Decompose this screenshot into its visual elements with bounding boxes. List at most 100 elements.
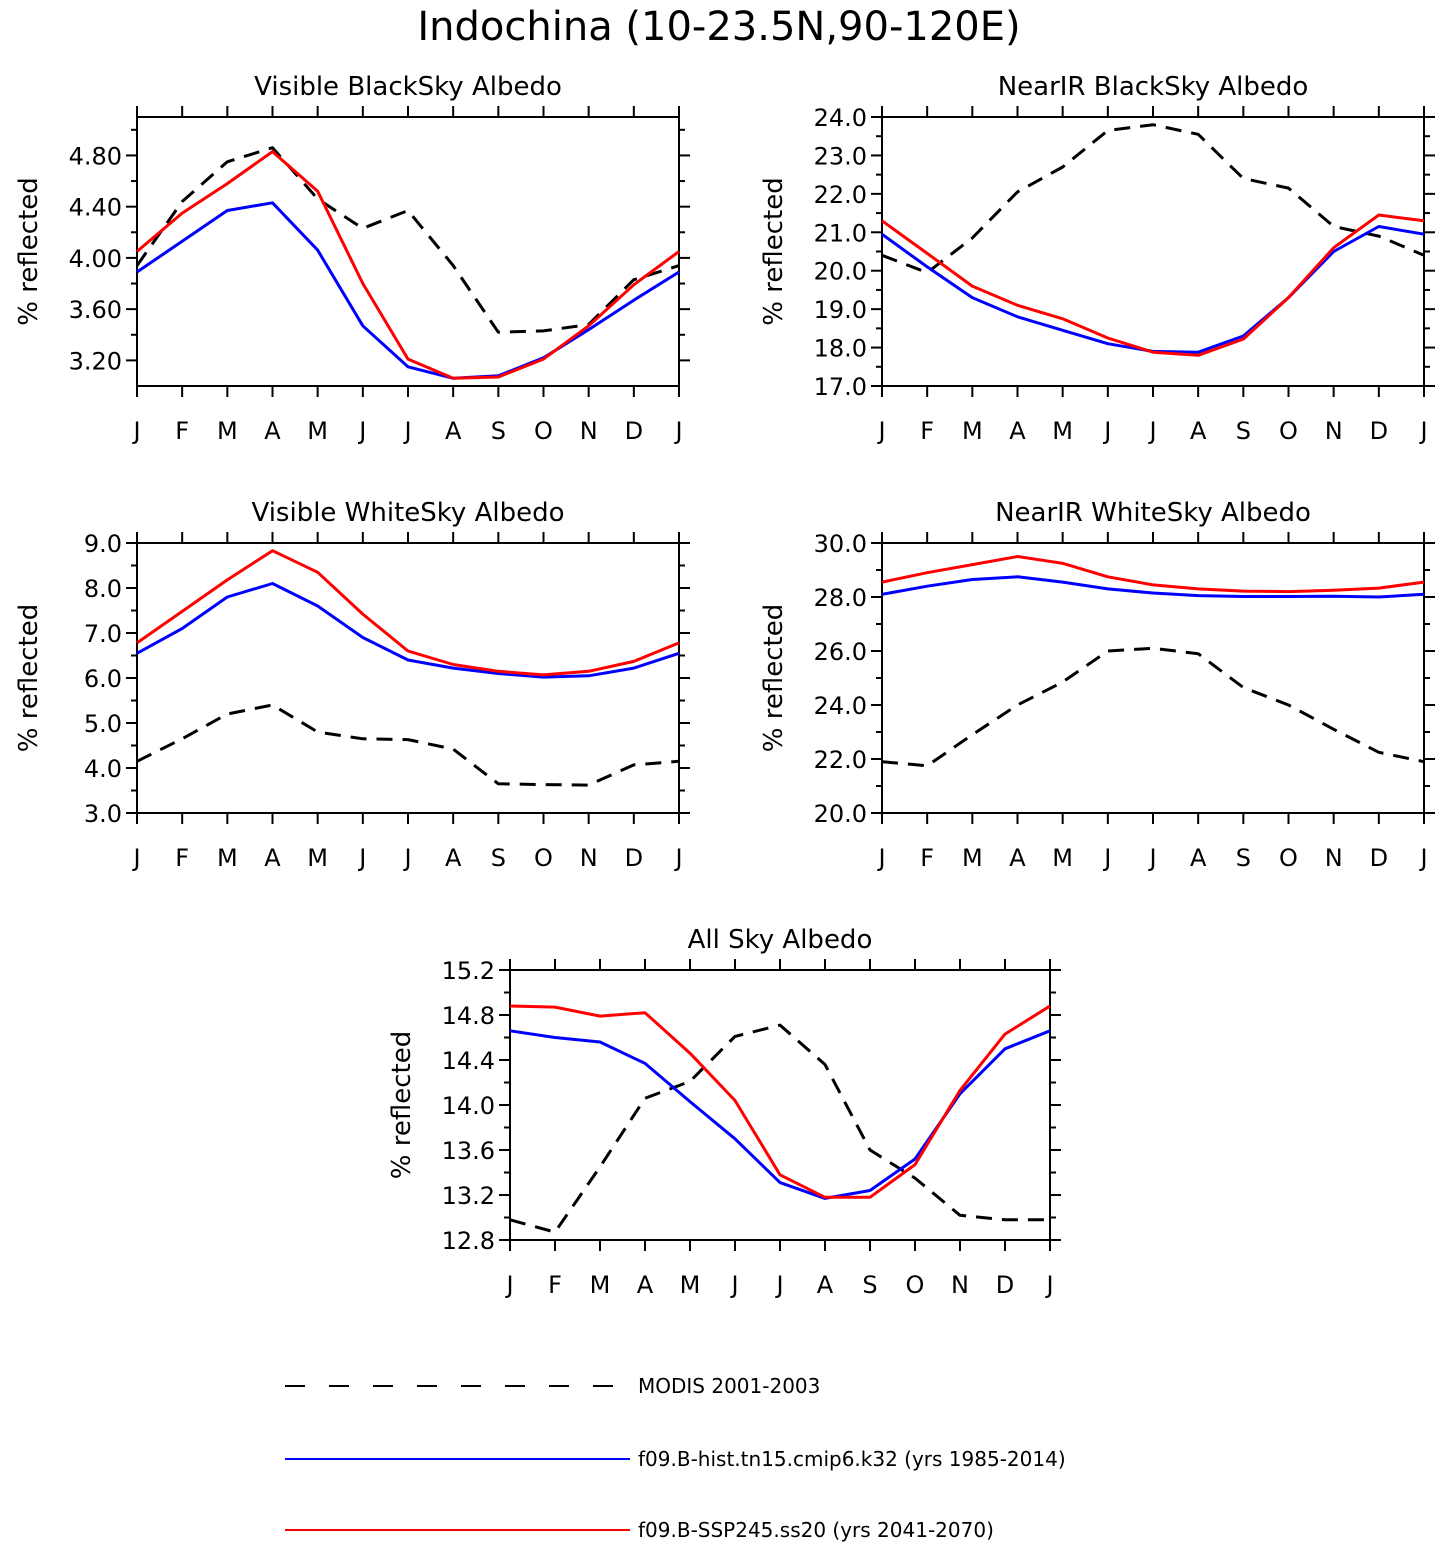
x-tick-label: J bbox=[1418, 417, 1427, 445]
y-tick-label: 13.2 bbox=[442, 1182, 495, 1210]
y-tick-label: 22.0 bbox=[814, 181, 867, 209]
x-tick-label: F bbox=[175, 417, 189, 445]
x-tick-label: F bbox=[175, 844, 189, 872]
y-tick-label: 15.2 bbox=[442, 957, 495, 985]
y-tick-label: 14.8 bbox=[442, 1002, 495, 1030]
x-tick-label: F bbox=[920, 844, 934, 872]
y-tick-label: 7.0 bbox=[84, 620, 122, 648]
x-tick-label: J bbox=[1044, 1271, 1053, 1299]
plot-frame bbox=[136, 116, 680, 387]
x-tick-label: A bbox=[445, 844, 462, 872]
x-tick-label: M bbox=[307, 417, 328, 445]
x-tick-label: S bbox=[491, 417, 506, 445]
x-tick-label: J bbox=[402, 844, 411, 872]
x-tick-label: D bbox=[996, 1271, 1014, 1299]
panel-all-sky-albedo: All Sky Albedo 12.8 13.2 13.6 14.0 14.4 14.8 15… bbox=[387, 925, 1061, 1299]
x-tick-label: J bbox=[1102, 417, 1111, 445]
x-tick-label: J bbox=[357, 417, 366, 445]
y-tick-label: 18.0 bbox=[814, 335, 867, 363]
x-tick-label: D bbox=[1370, 417, 1388, 445]
series-line-hist bbox=[136, 201, 680, 380]
series-line-ssp bbox=[881, 555, 1425, 594]
x-tick-label: N bbox=[580, 844, 598, 872]
x-tick-label: M bbox=[962, 417, 983, 445]
x-tick-label: F bbox=[548, 1271, 562, 1299]
x-tick-label: N bbox=[1325, 844, 1343, 872]
series-line-ssp bbox=[509, 1004, 1051, 1199]
panel-nearir-whitesky-albedo: NearIR WhiteSky Albedo 20.0 22.0 24.0 26.0 28… bbox=[759, 498, 1435, 872]
y-tick-label: 4.00 bbox=[69, 245, 122, 273]
series-line-hist bbox=[509, 1029, 1051, 1200]
y-tick-label: 20.0 bbox=[814, 258, 867, 286]
x-tick-label: S bbox=[1236, 844, 1251, 872]
x-tick-label: M bbox=[962, 844, 983, 872]
y-tick-label: 9.0 bbox=[84, 530, 122, 558]
y-tick-label: 4.0 bbox=[84, 755, 122, 783]
x-tick-label: J bbox=[774, 1271, 783, 1299]
x-tick-label: O bbox=[1279, 844, 1298, 872]
y-tick-label: 3.60 bbox=[69, 296, 122, 324]
panel-title: NearIR BlackSky Albedo bbox=[998, 72, 1309, 102]
x-tick-label: O bbox=[534, 844, 553, 872]
panel-visible-blacksky-albedo: Visible BlackSky Albedo 3.20 3.60 4.00 4.40 4… bbox=[14, 72, 690, 445]
x-tick-label: S bbox=[862, 1271, 877, 1299]
y-tick-label: 13.6 bbox=[442, 1137, 495, 1165]
x-tick-label: M bbox=[1052, 417, 1073, 445]
y-tick-label: 8.0 bbox=[84, 575, 122, 603]
legend-item-ssp: f09.B-SSP245.ss20 (yrs 2041-2070) bbox=[285, 1518, 994, 1542]
panel-nearir-blacksky-albedo: NearIR BlackSky Albedo 17.0 18.0 19.0 20.0 21… bbox=[759, 72, 1435, 445]
x-tick-label: A bbox=[264, 844, 281, 872]
x-tick-label: F bbox=[920, 417, 934, 445]
x-tick-label: A bbox=[1190, 844, 1207, 872]
y-tick-label: 20.0 bbox=[814, 800, 867, 828]
x-tick-label: J bbox=[504, 1271, 513, 1299]
y-tick-label: 6.0 bbox=[84, 665, 122, 693]
series-line-modis bbox=[881, 123, 1425, 275]
x-tick-label: J bbox=[673, 417, 682, 445]
x-tick-label: M bbox=[217, 417, 238, 445]
x-tick-label: M bbox=[217, 844, 238, 872]
series-line-ssp bbox=[881, 213, 1425, 357]
panel-title: All Sky Albedo bbox=[688, 925, 873, 955]
legend-label: f09.B-SSP245.ss20 (yrs 2041-2070) bbox=[638, 1518, 994, 1542]
panel-title: Visible BlackSky Albedo bbox=[254, 72, 562, 102]
x-tick-label: J bbox=[1418, 844, 1427, 872]
x-tick-label: D bbox=[625, 417, 643, 445]
x-tick-label: A bbox=[637, 1271, 654, 1299]
x-tick-label: J bbox=[1102, 844, 1111, 872]
series-line-hist bbox=[136, 582, 680, 679]
x-tick-label: J bbox=[729, 1271, 738, 1299]
series-line-hist bbox=[881, 575, 1425, 599]
x-tick-label: A bbox=[1009, 417, 1026, 445]
x-tick-label: D bbox=[1370, 844, 1388, 872]
x-tick-label: J bbox=[1147, 844, 1156, 872]
panel-title: NearIR WhiteSky Albedo bbox=[995, 498, 1311, 528]
y-tick-label: 19.0 bbox=[814, 296, 867, 324]
legend-item-modis: MODIS 2001-2003 bbox=[285, 1374, 820, 1398]
plot-frame bbox=[136, 542, 680, 814]
y-axis-label: % reflected bbox=[759, 604, 789, 752]
legend-label: f09.B-hist.tn15.cmip6.k32 (yrs 1985-2014… bbox=[638, 1447, 1066, 1471]
series-line-modis bbox=[135, 146, 680, 334]
x-tick-label: S bbox=[1236, 417, 1251, 445]
legend: MODIS 2001-2003 f09.B-hist.tn15.cmip6.k32… bbox=[285, 1374, 1066, 1542]
x-tick-label: J bbox=[1147, 417, 1156, 445]
panel-visible-whitesky-albedo: Visible WhiteSky Albedo 3.0 4.0 5.0 6.0 7.0 8.… bbox=[14, 498, 690, 872]
y-tick-label: 12.8 bbox=[442, 1227, 495, 1255]
x-tick-label: J bbox=[131, 844, 140, 872]
series-line-ssp bbox=[136, 549, 680, 677]
x-tick-label: A bbox=[1009, 844, 1026, 872]
y-tick-label: 4.80 bbox=[69, 142, 122, 170]
x-tick-label: J bbox=[402, 417, 411, 445]
y-tick-label: 5.0 bbox=[84, 710, 122, 738]
series-line-modis bbox=[881, 646, 1425, 768]
y-axis-label: % reflected bbox=[759, 177, 789, 325]
x-tick-label: A bbox=[817, 1271, 834, 1299]
plot-frame bbox=[509, 969, 1051, 1241]
y-tick-label: 4.40 bbox=[69, 194, 122, 222]
x-tick-label: J bbox=[876, 844, 885, 872]
x-tick-label: N bbox=[580, 417, 598, 445]
x-tick-label: O bbox=[906, 1271, 925, 1299]
x-tick-label: D bbox=[625, 844, 643, 872]
